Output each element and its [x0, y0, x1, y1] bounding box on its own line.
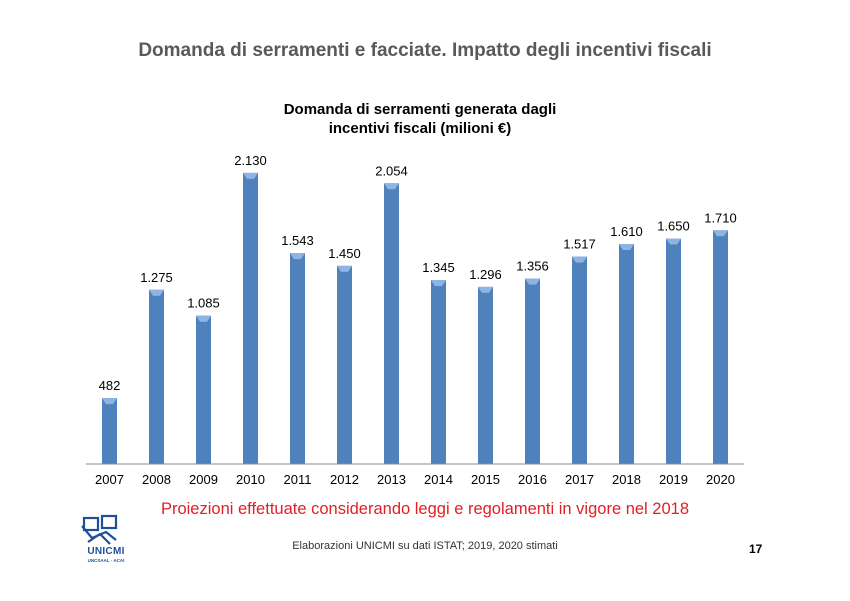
data-label: 1.610 [610, 224, 643, 239]
data-label: 1.275 [140, 270, 173, 285]
logo-name: UNICMI [87, 546, 125, 557]
x-tick-label: 2013 [377, 472, 406, 487]
bar [666, 238, 681, 464]
data-label: 1.543 [281, 233, 314, 248]
bar-top-bevel [149, 289, 164, 296]
bar-top-bevel [102, 398, 117, 405]
data-label: 482 [99, 378, 121, 393]
data-label: 1.450 [328, 246, 361, 261]
x-tick-label: 2018 [612, 472, 641, 487]
bar-top-bevel [713, 230, 728, 237]
x-tick-label: 2015 [471, 472, 500, 487]
bar [572, 256, 587, 464]
logo-subtitle: UNCSAAL · ACAI [87, 558, 125, 563]
bar [102, 398, 117, 464]
bar-top-bevel [478, 286, 493, 293]
x-tick-label: 2011 [284, 472, 312, 487]
page-number: 17 [749, 542, 763, 556]
x-tick-label: 2016 [518, 472, 547, 487]
bar-top-bevel [196, 315, 211, 322]
data-label: 1.085 [187, 296, 220, 311]
data-label: 1.710 [704, 210, 737, 225]
bar [384, 183, 399, 464]
bar [290, 253, 305, 464]
bar [196, 315, 211, 464]
x-tick-label: 2007 [95, 472, 124, 487]
bar-top-bevel [572, 256, 587, 263]
bar [478, 286, 493, 464]
bar [337, 265, 352, 464]
data-label: 1.345 [422, 260, 455, 275]
chart-title-line-2: incentivi fiscali (milioni €) [328, 120, 512, 137]
bar-top-bevel [431, 280, 446, 287]
x-tick-label: 2014 [424, 472, 453, 487]
bar-top-bevel [619, 243, 634, 250]
data-label: 2.054 [375, 163, 408, 178]
source-note: Elaborazioni UNICMI su dati ISTAT; 2019,… [292, 540, 558, 552]
x-tick-label: 2017 [565, 472, 594, 487]
bar-top-bevel [337, 265, 352, 272]
bar-top-bevel [666, 238, 681, 245]
bar [525, 278, 540, 464]
data-label: 2.130 [234, 153, 267, 168]
bar [243, 172, 258, 464]
bar [619, 243, 634, 464]
bar-top-bevel [243, 172, 258, 179]
chart-title-line-1: Domanda di serramenti generata dagli [283, 101, 557, 118]
x-tick-label: 2010 [236, 472, 265, 487]
x-tick-label: 2020 [706, 472, 735, 487]
bar-top-bevel [525, 278, 540, 285]
bar-top-bevel [290, 253, 305, 260]
data-label: 1.296 [469, 267, 502, 282]
slide-title: Domanda di serramenti e facciate. Impatt… [138, 40, 712, 61]
bar-top-bevel [384, 183, 399, 190]
data-label: 1.356 [516, 259, 549, 274]
data-label: 1.650 [657, 219, 690, 234]
x-tick-label: 2009 [189, 472, 218, 487]
bar [431, 280, 446, 464]
x-tick-label: 2008 [142, 472, 171, 487]
bar [149, 289, 164, 464]
unicmi-logo-icon [81, 514, 118, 545]
chart-title: Domanda di serramenti generata dagli inc… [240, 100, 600, 138]
x-tick-label: 2012 [330, 472, 359, 487]
data-label: 1.517 [563, 237, 596, 252]
bar [713, 230, 728, 464]
x-tick-label: 2019 [659, 472, 688, 487]
projection-note: Proiezioni effettuate considerando leggi… [160, 500, 690, 518]
